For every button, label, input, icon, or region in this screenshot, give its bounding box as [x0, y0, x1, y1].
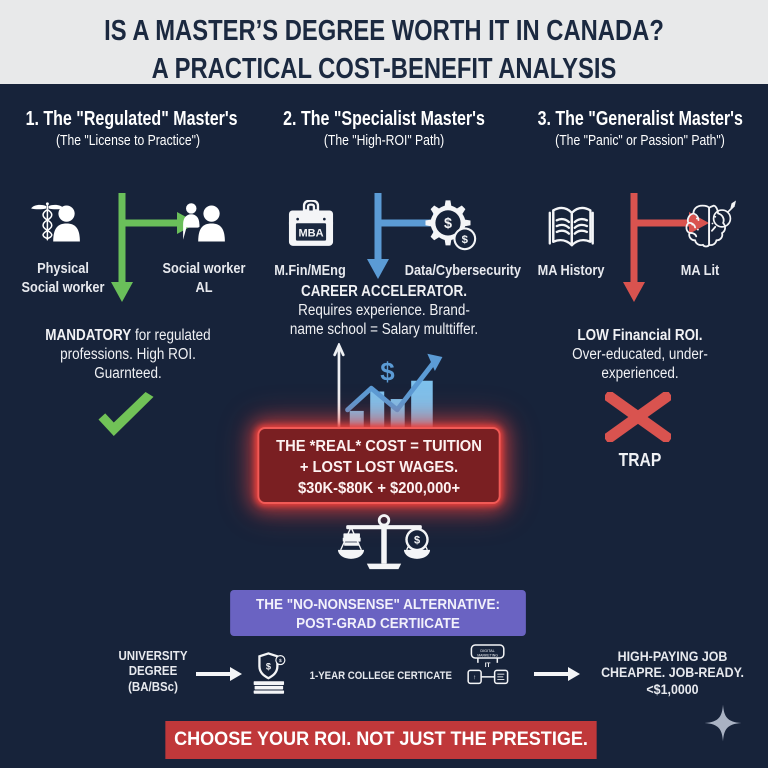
svg-text:MBA: MBA: [298, 228, 323, 240]
svg-text:$: $: [462, 234, 469, 246]
svg-text:$: $: [266, 661, 271, 671]
svg-text:$: $: [444, 216, 452, 232]
svg-text:$: $: [279, 658, 282, 663]
svg-text:DIGITAL: DIGITAL: [480, 649, 494, 653]
svg-text:MARKETING: MARKETING: [477, 653, 498, 657]
svg-text:$: $: [414, 535, 420, 547]
svg-text:$: $: [380, 359, 395, 387]
svg-text:IT: IT: [485, 662, 491, 669]
svg-text:↑: ↑: [473, 674, 476, 681]
